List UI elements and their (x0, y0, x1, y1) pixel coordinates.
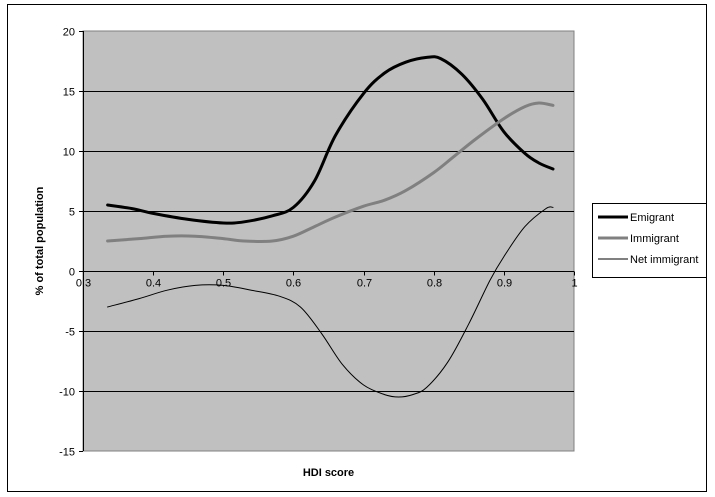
y-tick-label: -10 (59, 387, 75, 399)
legend: Emigrant Immigrant Net immigrant (592, 203, 707, 278)
x-tick-label: 0.3 (76, 278, 91, 290)
series-line-immigrant (106, 101, 555, 243)
line-chart: -15 -10 -5 0 5 10 15 20 0.3 0.4 0.5 0.6 0.7 0.8 0.9 1 %… (34, 27, 707, 479)
x-tick-label: 1 (571, 278, 577, 290)
legend-label-emigrant: Emigrant (630, 212, 674, 224)
y-tick-label: -15 (59, 447, 75, 459)
legend-label-immigrant: Immigrant (630, 233, 679, 245)
series-line-net-immigrant (107, 206, 554, 398)
x-tick-label: 0.9 (497, 278, 512, 290)
chart-frame: -15 -10 -5 0 5 10 15 20 0.3 0.4 0.5 0.6 0.7 0.8 0.9 1 %… (7, 4, 707, 492)
y-tick-label: 20 (63, 27, 75, 39)
series-lines (106, 55, 555, 398)
x-tick-label: 0.5 (216, 278, 231, 290)
y-axis-title: % of total population (34, 186, 46, 295)
x-tick-label: 0.8 (427, 278, 442, 290)
plot-background (82, 30, 575, 452)
y-tick-label: 10 (63, 147, 75, 159)
x-tick-label: 0.4 (146, 278, 161, 290)
x-tick-label: 0.6 (286, 278, 301, 290)
x-axis-title: HDI score (303, 467, 354, 479)
legend-label-net-immigrant: Net immigrant (630, 254, 698, 266)
x-tick-label: 0.7 (357, 278, 372, 290)
tick-labels: -15 -10 -5 0 5 10 15 20 0.3 0.4 0.5 0.6 0.7 0.8 0.9 1 (59, 27, 577, 459)
y-tick-label: 0 (69, 267, 75, 279)
y-tick-label: 5 (69, 207, 75, 219)
plot-area (82, 30, 575, 452)
y-tick-label: 15 (63, 87, 75, 99)
y-tick-label: -5 (65, 327, 75, 339)
